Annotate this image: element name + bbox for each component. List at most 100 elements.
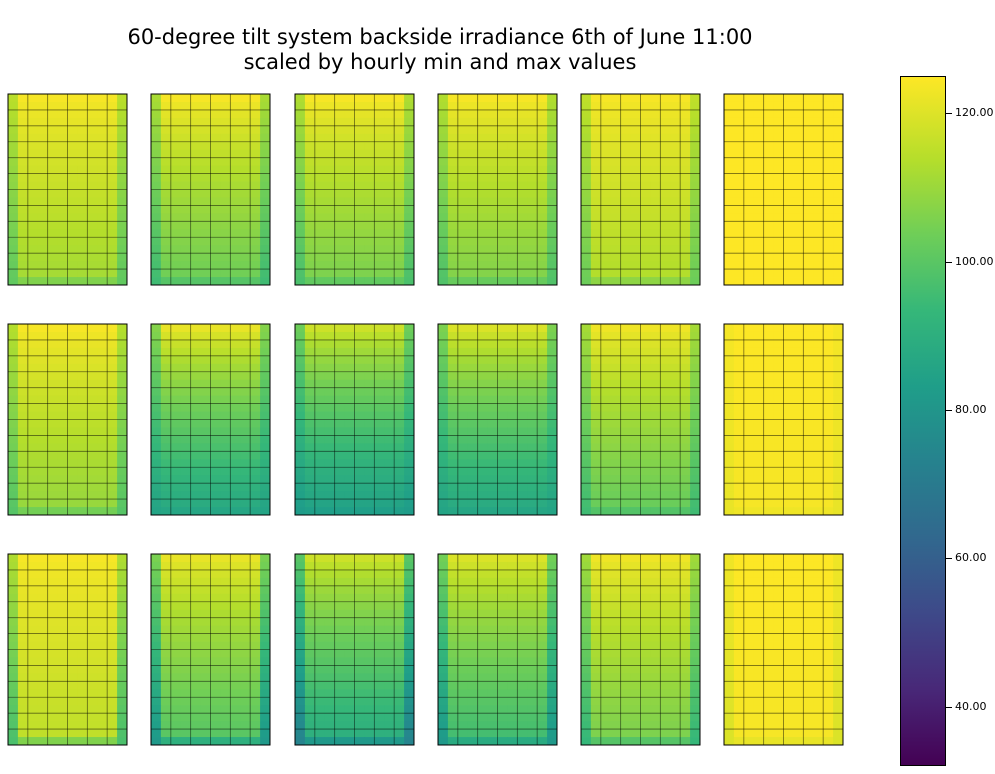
heatmap-cell: [438, 483, 449, 492]
heatmap-cell: [680, 459, 691, 468]
heatmap-cell: [200, 419, 211, 428]
heatmap-cell: [384, 363, 395, 373]
heatmap-cell: [404, 133, 415, 143]
heatmap-cell: [670, 213, 681, 222]
heatmap-cell: [507, 483, 518, 492]
heatmap-cell: [107, 554, 118, 563]
heatmap-cell: [457, 173, 469, 182]
heatmap-cell: [457, 149, 469, 159]
heatmap-cell: [690, 117, 701, 127]
heatmap-cell: [670, 459, 681, 468]
heatmap-cell: [477, 419, 488, 428]
heatmap-cell: [507, 277, 518, 286]
heatmap-cell: [753, 507, 765, 516]
heatmap-cell: [180, 189, 192, 198]
heatmap-cell: [600, 181, 612, 190]
heatmap-cell: [487, 681, 498, 690]
heatmap-cell: [240, 261, 251, 270]
heatmap-cell: [660, 109, 671, 119]
heatmap-cell: [517, 617, 528, 627]
heatmap-cell: [600, 451, 612, 460]
heatmap-cell: [47, 617, 58, 627]
heatmap-cell: [57, 245, 68, 254]
heatmap-cell: [447, 617, 459, 627]
heatmap-cell: [354, 729, 365, 738]
heatmap-cell: [547, 649, 558, 658]
heatmap-cell: [87, 617, 98, 627]
heatmap-cell: [180, 277, 192, 286]
heatmap-cell: [507, 403, 518, 412]
heatmap-cell: [537, 94, 548, 103]
heatmap-cell: [374, 94, 385, 103]
heatmap-cell: [517, 625, 528, 634]
heatmap-cell: [670, 569, 681, 579]
heatmap-cell: [833, 467, 844, 476]
heatmap-cell: [793, 237, 804, 246]
heatmap-cell: [210, 339, 221, 349]
heatmap-cell: [630, 221, 641, 230]
heatmap-cell: [37, 419, 49, 428]
heatmap-cell: [220, 355, 231, 365]
heatmap-cell: [527, 245, 538, 254]
heatmap-cell: [67, 189, 78, 198]
title-line-2: scaled by hourly min and max values: [243, 50, 637, 74]
heatmap-cell: [467, 419, 479, 428]
heatmap-cell: [384, 641, 395, 650]
heatmap-cell: [47, 507, 58, 516]
heatmap-cell: [200, 569, 211, 579]
heatmap-cell: [477, 197, 488, 206]
heatmap-cell: [457, 347, 469, 357]
heatmap-cell: [487, 94, 498, 103]
heatmap-cell: [813, 435, 824, 444]
heatmap-cell: [250, 149, 261, 159]
heatmap-cell: [467, 451, 479, 460]
heatmap-cell: [610, 277, 622, 286]
heatmap-cell: [240, 491, 251, 500]
heatmap-cell: [17, 577, 29, 587]
heatmap-cell: [690, 331, 701, 341]
heatmap-cell: [324, 363, 336, 373]
heatmap-cell: [151, 681, 162, 690]
heatmap-cell: [640, 339, 651, 349]
heatmap-cell: [67, 507, 78, 516]
heatmap-cell: [107, 729, 118, 738]
heatmap-cell: [151, 435, 162, 444]
heatmap-cell: [304, 387, 316, 397]
heatmap-cell: [763, 165, 774, 174]
heatmap-cell: [170, 253, 182, 262]
heatmap-cell: [57, 475, 68, 484]
heatmap-cell: [334, 347, 345, 357]
heatmap-cell: [364, 189, 375, 198]
heatmap-cell: [180, 657, 192, 666]
heatmap-cell: [477, 721, 488, 730]
heatmap-cell: [17, 427, 29, 436]
heatmap-cell: [170, 371, 182, 381]
heatmap-cell: [220, 189, 231, 198]
heatmap-cell: [457, 197, 469, 206]
heatmap-cell: [200, 585, 211, 595]
heatmap-cell: [27, 593, 39, 603]
heatmap-cell: [507, 649, 518, 658]
heatmap-cell: [517, 507, 528, 516]
heatmap-cell: [497, 577, 508, 587]
heatmap-cell: [200, 355, 211, 365]
heatmap-cell: [630, 205, 641, 214]
heatmap-cell: [640, 173, 651, 182]
heatmap-cell: [487, 721, 498, 730]
heatmap-cell: [250, 665, 261, 674]
heatmap-cell: [37, 625, 49, 634]
heatmap-cell: [200, 331, 211, 341]
heatmap-cell: [220, 109, 231, 119]
heatmap-cell: [67, 713, 78, 722]
heatmap-cell: [517, 395, 528, 404]
heatmap-cell: [260, 499, 271, 508]
heatmap-cell: [250, 705, 261, 714]
heatmap-cell: [160, 483, 172, 492]
heatmap-cell: [354, 467, 365, 476]
heatmap-cell: [47, 94, 58, 103]
heatmap-cell: [344, 657, 355, 666]
heatmap-cell: [537, 101, 548, 111]
heatmap-cell: [47, 443, 58, 452]
heatmap-cell: [547, 237, 558, 246]
heatmap-cell: [394, 713, 405, 722]
